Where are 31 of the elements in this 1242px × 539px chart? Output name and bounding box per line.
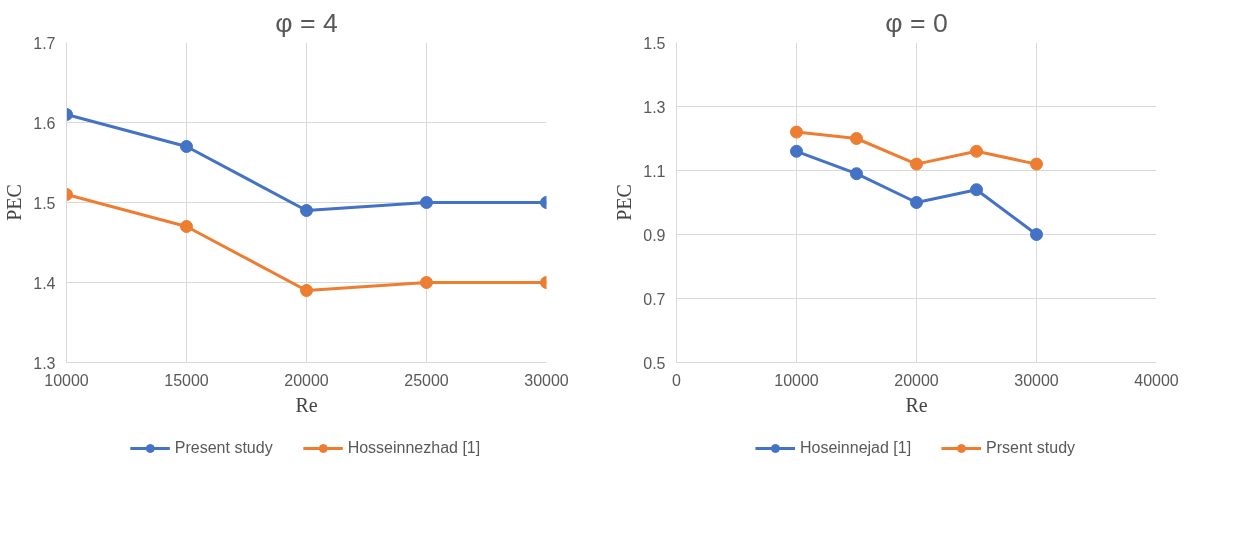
legend-label: Hosseinnezhad [1] <box>347 439 481 457</box>
x-axis-title: Re <box>905 393 928 416</box>
x-tick-label: 40000 <box>1134 371 1179 389</box>
y-tick-label: 1.1 <box>643 162 666 180</box>
y-tick-label: 1.7 <box>33 34 56 52</box>
y-tick-label: 0.9 <box>643 226 666 244</box>
y-tick-label: 1.6 <box>33 114 56 132</box>
x-tick-label: 20000 <box>894 371 939 389</box>
chart-title: φ = 0 <box>885 7 948 38</box>
y-axis-title: PEC <box>613 184 636 221</box>
legend-label: Present study <box>174 439 273 457</box>
y-tick-label: 1.3 <box>643 98 666 116</box>
legend-label: Prsent study <box>986 439 1076 457</box>
x-tick-label: 20000 <box>284 371 329 389</box>
y-tick-label: 1.5 <box>33 194 56 212</box>
chart-title: φ = 4 <box>275 7 338 38</box>
x-tick-label: 10000 <box>774 371 819 389</box>
x-tick-label: 15000 <box>164 371 209 389</box>
y-tick-label: 0.7 <box>643 290 666 308</box>
y-axis-title: PEC <box>3 184 26 221</box>
y-tick-label: 1.5 <box>643 34 666 52</box>
x-axis-title: Re <box>295 393 318 416</box>
x-tick-label: 25000 <box>404 371 449 389</box>
legend-label: Hoseinnejad [1] <box>799 439 912 457</box>
x-tick-label: 10000 <box>44 371 89 389</box>
y-tick-label: 1.3 <box>33 354 56 372</box>
x-tick-label: 30000 <box>1014 371 1059 389</box>
y-tick-label: 1.4 <box>33 274 56 292</box>
x-tick-label: 0 <box>672 371 682 389</box>
x-tick-label: 30000 <box>524 371 569 389</box>
y-tick-label: 0.5 <box>643 354 666 372</box>
